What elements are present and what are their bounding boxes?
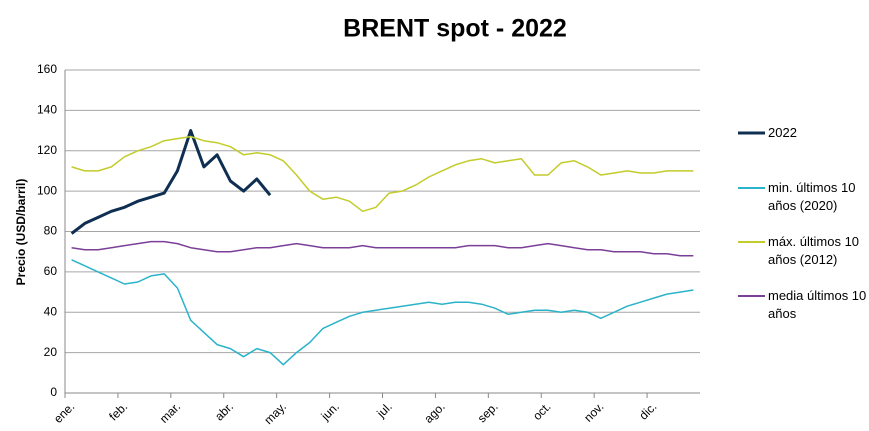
y-tick-label: 60 [44,264,58,278]
x-tick-label: feb. [106,399,130,423]
x-tick-label: ago. [421,399,447,425]
x-tick-label: ene. [51,399,77,425]
x-tick-label: jun. [318,399,342,423]
y-tick-label: 80 [44,224,58,238]
y-tick-label: 160 [37,62,57,76]
x-tick-label: oct. [530,399,554,423]
legend-label: min. últimos 10 años (2020) [768,180,856,213]
y-tick-label: 40 [44,304,58,318]
legend-label: media últimos 10 años [768,288,867,321]
legend-label: máx. últimos 10 años (2012) [768,234,860,267]
y-axis-label: Precio (USD/barril) [14,179,28,286]
series-line [71,259,694,366]
legend-label: 2022 [768,125,797,140]
series-line [71,240,694,257]
x-tick-label: jul. [373,399,394,420]
x-tick-label: sep. [475,399,501,425]
x-tick-label: abr. [212,399,236,423]
x-tick-label: nov. [581,399,606,424]
series-line [71,135,694,213]
y-tick-label: 120 [37,143,57,157]
y-tick-label: 100 [37,183,57,197]
chart-title: BRENT spot - 2022 [343,15,567,43]
y-tick-label: 140 [37,103,57,117]
x-tick-label: dic. [636,399,659,422]
x-tick-label: mar. [157,399,183,425]
y-tick-label: 0 [50,385,57,399]
x-tick-label: may. [261,399,289,427]
y-tick-label: 20 [44,345,58,359]
series-line [70,129,272,235]
